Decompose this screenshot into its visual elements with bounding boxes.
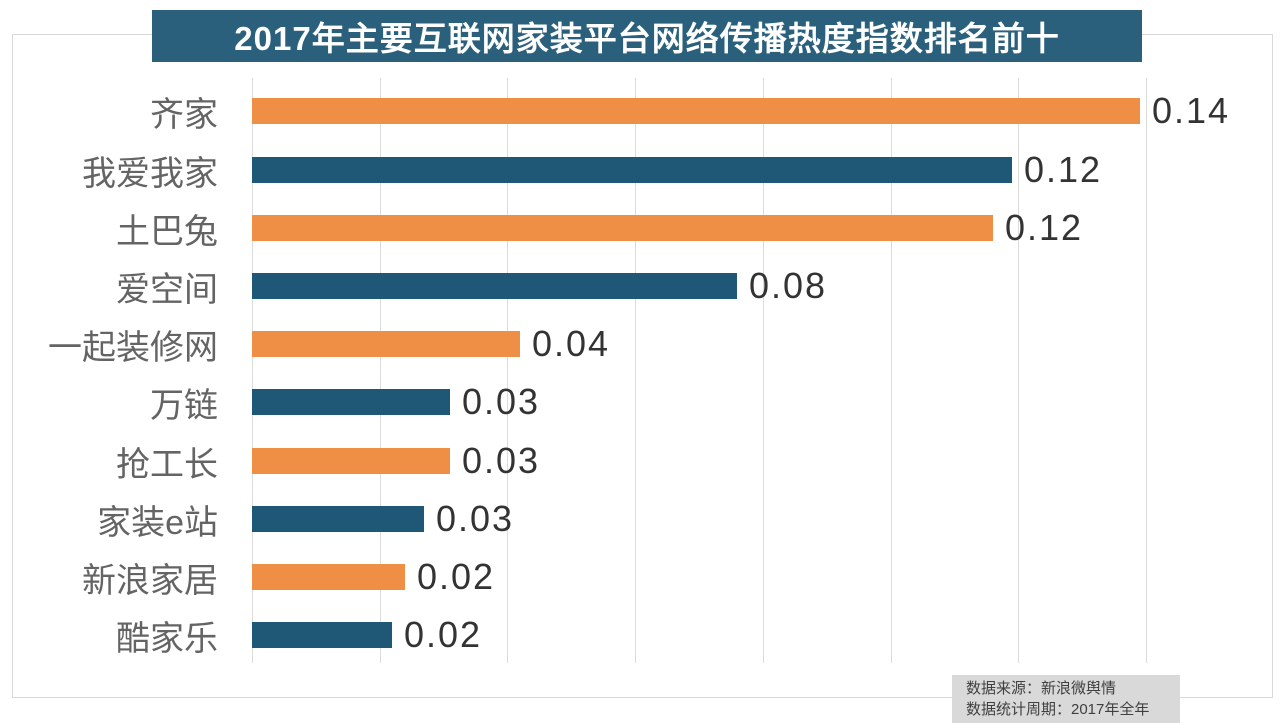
bar — [252, 157, 1012, 183]
source-line-2: 数据统计周期：2017年全年 — [966, 701, 1150, 718]
x-gridline — [380, 78, 381, 663]
bar — [252, 622, 392, 648]
bar — [252, 215, 993, 241]
category-label: 酷家乐 — [116, 619, 218, 658]
value-label: 0.03 — [462, 381, 541, 422]
x-gridline — [763, 78, 764, 663]
bar — [252, 98, 1140, 124]
category-label: 抢工长 — [116, 445, 218, 484]
bar — [252, 448, 450, 474]
chart-frame — [12, 34, 1273, 698]
value-label: 0.02 — [417, 556, 496, 597]
bar — [252, 506, 424, 532]
bar — [252, 564, 405, 590]
source-line-1: 数据来源：新浪微舆情 — [966, 680, 1117, 697]
category-label: 齐家 — [150, 95, 218, 134]
category-label: 一起装修网 — [48, 328, 218, 367]
category-label: 我爱我家 — [82, 154, 218, 193]
x-gridline — [252, 78, 253, 663]
value-label: 0.03 — [462, 440, 541, 481]
x-gridline — [891, 78, 892, 663]
x-gridline — [507, 78, 508, 663]
x-gridline — [635, 78, 636, 663]
value-label: 0.14 — [1152, 90, 1231, 131]
category-label: 家装e站 — [97, 503, 218, 542]
value-label: 0.02 — [404, 614, 483, 655]
bar — [252, 389, 450, 415]
value-label: 0.12 — [1005, 207, 1084, 248]
x-gridline — [1018, 78, 1019, 663]
value-label: 0.12 — [1024, 149, 1103, 190]
value-label: 0.03 — [436, 498, 515, 539]
value-label: 0.08 — [749, 265, 828, 306]
value-label: 0.04 — [532, 323, 611, 364]
category-label: 万链 — [150, 386, 218, 425]
category-label: 新浪家居 — [82, 561, 218, 600]
category-label: 爱空间 — [116, 270, 218, 309]
bar — [252, 331, 520, 357]
source-note: 数据来源：新浪微舆情 数据统计周期：2017年全年 — [952, 675, 1180, 723]
bar — [252, 273, 737, 299]
chart-title: 2017年主要互联网家装平台网络传播热度指数排名前十 — [152, 10, 1142, 62]
x-gridline — [1146, 78, 1147, 663]
category-label: 土巴兔 — [116, 212, 218, 251]
